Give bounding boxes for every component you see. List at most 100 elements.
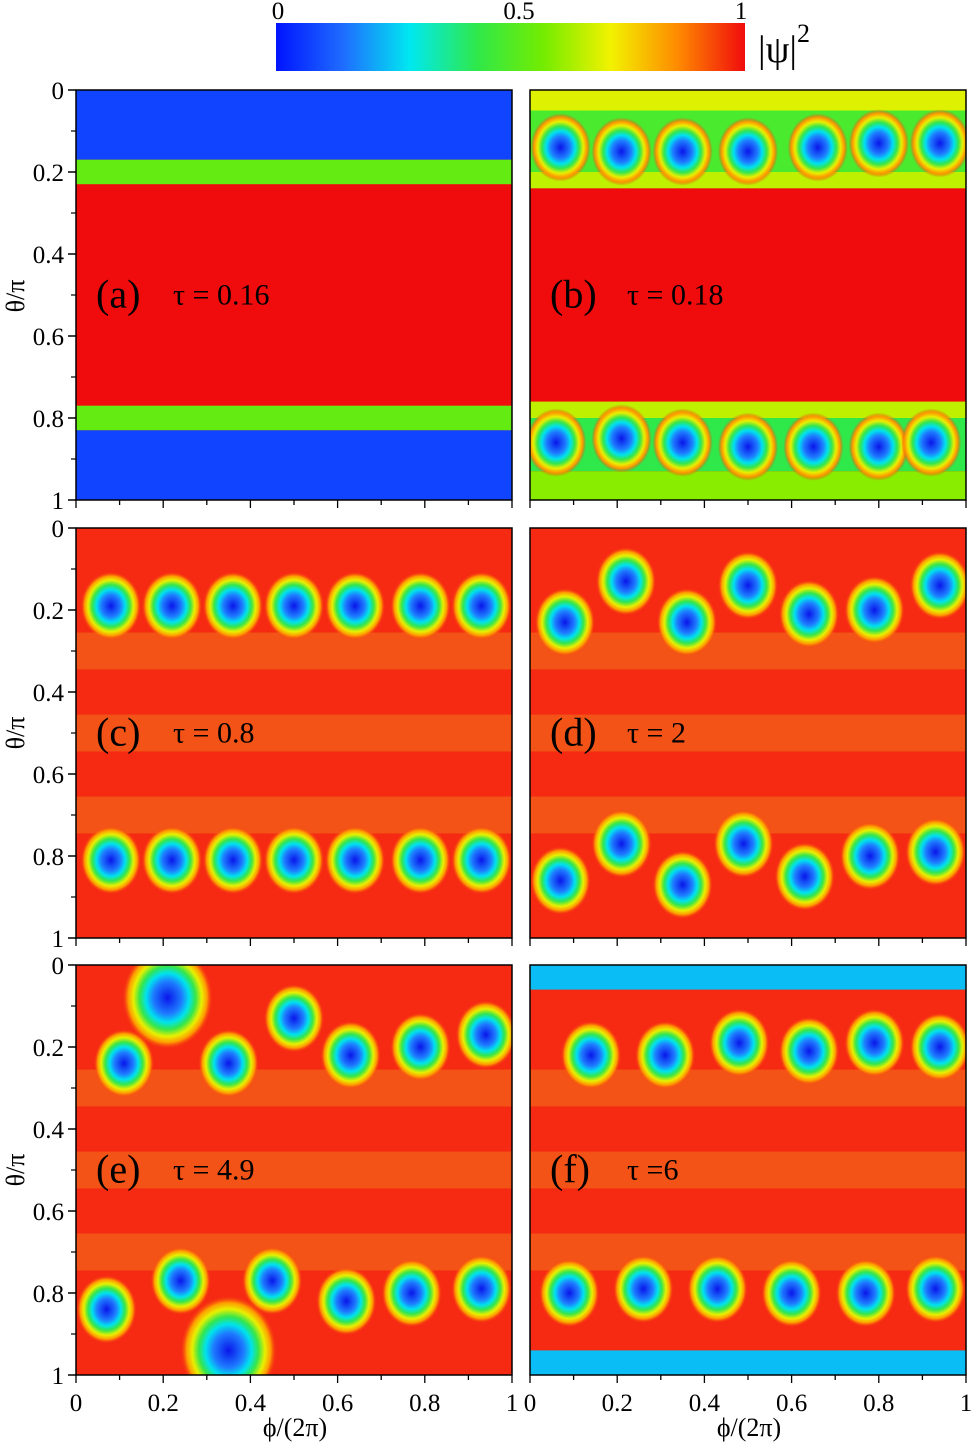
colorbar-tick-0-5: 0.5 (503, 0, 534, 25)
vortex-core (316, 1267, 377, 1336)
vortex-core (591, 404, 652, 473)
x-tick-label: 0.2 (148, 1390, 179, 1417)
y-tick-label: 0.4 (33, 1117, 65, 1144)
vortex-core (381, 1259, 442, 1327)
colorbar-label-sup: 2 (797, 19, 810, 48)
vortex-core (840, 822, 901, 890)
vortex-core (150, 1246, 211, 1315)
xlabel-right: ϕ/(2π) (717, 1413, 781, 1442)
colorbar: 0 0.5 1 |ψ|2 (272, 0, 810, 71)
density-band (530, 1350, 966, 1375)
density-band (76, 90, 512, 160)
vortex-core (390, 1013, 451, 1081)
colorbar-tick-0: 0 (272, 0, 285, 25)
vortex-core (534, 588, 595, 657)
vortex-core (774, 842, 835, 911)
panel-a: 0 0.2 0.4 0.6 0.8 1 (a) τ = 0.16 (33, 78, 513, 515)
x-tick-label: 0.2 (602, 1390, 633, 1417)
vortex-core (652, 408, 713, 477)
tau-label: τ = 2 (627, 716, 686, 749)
vortex-core (761, 1259, 822, 1327)
x-tick-label: 0.8 (409, 1390, 440, 1417)
vortex-core (451, 826, 512, 895)
vortex-core (122, 965, 213, 1049)
ylabel-row-1: θ/π (1, 280, 30, 313)
panel-f: 0 0.2 0.4 0.6 0.8 1 (f) τ =6 (524, 964, 973, 1417)
y-tick-label: 0.8 (33, 844, 64, 871)
panel-a-field (76, 90, 512, 500)
vortex-core (539, 1259, 600, 1327)
density-stripe (530, 1233, 966, 1271)
vortex-core (909, 1013, 966, 1081)
density-stripe (76, 1151, 512, 1189)
y-tick-label: 0.8 (33, 406, 64, 433)
tau-label: τ = 4.9 (173, 1153, 254, 1186)
vortex-core (451, 571, 512, 640)
vortex-core (844, 1008, 905, 1077)
y-tick-label: 0 (52, 78, 65, 105)
vortex-core (530, 113, 591, 182)
vortex-core (652, 850, 713, 919)
y-tick-label: 0.4 (33, 242, 65, 269)
vortex-core (141, 571, 202, 640)
density-band (76, 405, 512, 431)
tau-label: τ = 0.18 (627, 278, 723, 311)
x-tick-label: 1 (960, 1390, 973, 1417)
y-tick-label: 0 (52, 953, 65, 980)
density-band (530, 90, 966, 111)
vortex-core (635, 1021, 696, 1090)
density-stripe (530, 1151, 966, 1189)
tau-label: τ =6 (627, 1153, 678, 1186)
panel-d-field (530, 528, 966, 938)
y-tick-label: 0.6 (33, 762, 64, 789)
vortex-core (905, 817, 966, 886)
vortex-core (848, 109, 909, 178)
vortex-core (264, 826, 324, 895)
panel-d: (d) τ = 2 (529, 527, 967, 946)
tau-label: τ = 0.8 (173, 716, 254, 749)
vortex-core (779, 580, 840, 649)
density-stripe (530, 714, 966, 752)
vortex-core (718, 412, 778, 481)
density-band (76, 430, 512, 500)
y-tick-label: 0.2 (33, 598, 64, 625)
colorbar-gradient (276, 23, 745, 71)
y-tick-label: 0.2 (33, 1035, 64, 1062)
vortex-core (180, 1296, 277, 1375)
vortex-core (595, 547, 656, 616)
vortex-core (844, 576, 905, 644)
colorbar-tick-1: 1 (735, 0, 748, 25)
panel-label: (a) (96, 271, 140, 316)
panel-label: (d) (550, 709, 597, 754)
panel-e: 00.20.40.60.810 0.2 0.4 0.6 0.8 1(e) τ = 4.9 (33, 953, 519, 1417)
ylabel-row-2: θ/π (1, 717, 30, 750)
density-stripe (76, 714, 512, 752)
vortex-core (783, 412, 844, 481)
panel-e-field (76, 965, 512, 1375)
vortex-core (718, 551, 778, 620)
panel-b: (b) τ = 0.18 (529, 89, 967, 508)
vortex-core (80, 571, 141, 640)
x-tick-label: 0.6 (776, 1390, 807, 1417)
vortex-core (591, 809, 652, 878)
x-tick-label: 0.4 (689, 1390, 721, 1417)
vortex-core (909, 109, 966, 178)
vortex-core (656, 588, 717, 657)
vortex-core (141, 826, 202, 895)
density-band (76, 159, 512, 185)
vortex-core (613, 1254, 674, 1323)
y-tick-label: 1 (52, 488, 65, 515)
vortex-core (713, 809, 774, 878)
ylabel-row-3: θ/π (1, 1154, 30, 1187)
vortex-core (652, 117, 713, 186)
vortex-core (905, 1254, 966, 1323)
vortex-core (325, 826, 386, 895)
vortex-core (835, 1259, 896, 1327)
x-tick-label: 1 (506, 1390, 519, 1417)
colorbar-label-base: |ψ| (758, 29, 797, 71)
vortex-core (591, 117, 652, 186)
x-tick-label: 0 (70, 1390, 83, 1417)
panel-c: 0 0.2 0.4 0.6 0.8 1 (c) τ = 0.8 (33, 516, 513, 953)
y-tick-label: 1 (52, 1363, 65, 1390)
